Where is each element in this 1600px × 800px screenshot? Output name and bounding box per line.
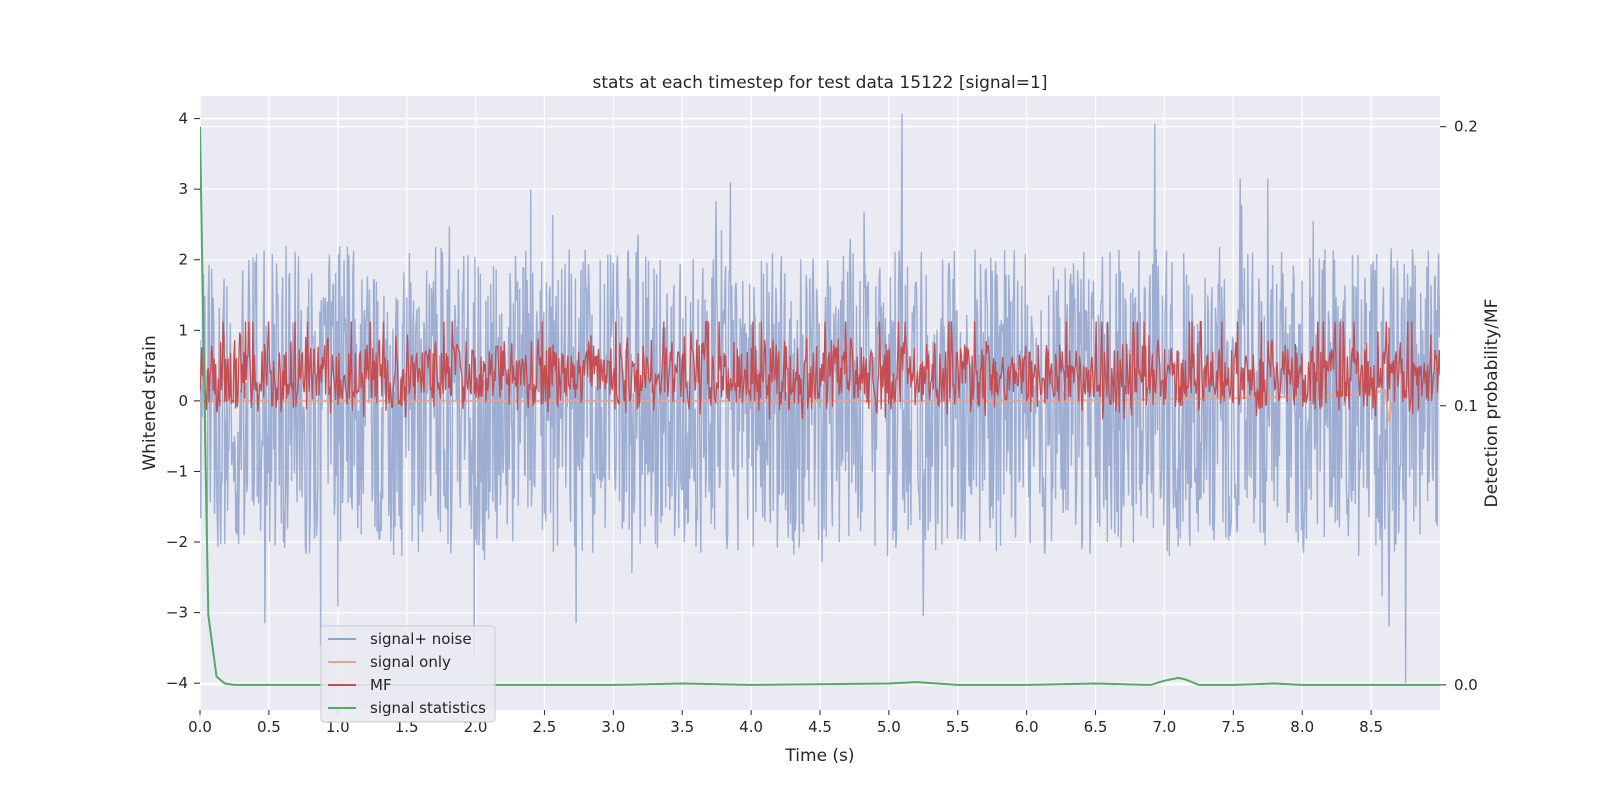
series-signal-noise	[200, 113, 1440, 684]
series-mf	[200, 320, 1440, 420]
x-tick-label: 5.5	[946, 718, 970, 736]
legend-box	[320, 625, 496, 723]
y-tick-label-left: 1	[178, 321, 188, 339]
x-tick-label: 4.0	[739, 718, 763, 736]
plot-series-group	[200, 113, 1440, 686]
y-tick-label-left: −3	[166, 604, 188, 622]
legend-label-signal-only: signal only	[370, 653, 451, 671]
x-tick-label: 7.0	[1153, 718, 1177, 736]
y-tick-label-left: −4	[166, 674, 188, 692]
x-tick-label: 6.5	[1084, 718, 1108, 736]
y-tick-label-left: −2	[166, 533, 188, 551]
x-tick-label: 0.5	[257, 718, 281, 736]
x-tick-label: 8.0	[1290, 718, 1314, 736]
legend-label-mf: MF	[370, 676, 392, 694]
series-signal-only	[200, 389, 1393, 423]
x-axis-label: Time (s)	[784, 746, 854, 766]
y-tick-label-left: 0	[178, 392, 188, 410]
y-tick-label-left: 4	[178, 110, 188, 128]
x-tick-label: 3.5	[670, 718, 694, 736]
y-axis-right-label: Detection probability/MF	[1482, 299, 1502, 508]
x-tick-label: 6.0	[1015, 718, 1039, 736]
legend-label-noise: signal+ noise	[370, 630, 472, 648]
chart-title: stats at each timestep for test data 151…	[593, 73, 1048, 93]
series-signal-statistics	[200, 126, 1440, 686]
y-tick-label-left: 3	[178, 180, 188, 198]
y-tick-label-left: 2	[178, 251, 188, 269]
y-axis-left: −4 −3 −2 −1 0 1 2 3 4	[166, 110, 200, 692]
x-tick-label: 4.5	[808, 718, 832, 736]
y-axis-left-label: Whitened strain	[140, 335, 160, 470]
y-tick-label-right: 0.2	[1454, 118, 1478, 136]
x-tick-label: 5.0	[877, 718, 901, 736]
y-tick-label-left: −1	[166, 462, 188, 480]
x-tick-label: 3.0	[601, 718, 625, 736]
legend-label-stats: signal statistics	[370, 699, 486, 717]
y-axis-right: 0.0 0.1 0.2	[1440, 118, 1478, 694]
y-tick-label-right: 0.0	[1454, 676, 1478, 694]
x-tick-label: 7.5	[1221, 718, 1245, 736]
x-tick-label: 0.0	[188, 718, 212, 736]
x-tick-label: 8.5	[1359, 718, 1383, 736]
legend: signal+ noise signal only MF signal stat…	[320, 625, 496, 723]
x-tick-label: 2.5	[533, 718, 557, 736]
y-tick-label-right: 0.1	[1454, 397, 1478, 415]
